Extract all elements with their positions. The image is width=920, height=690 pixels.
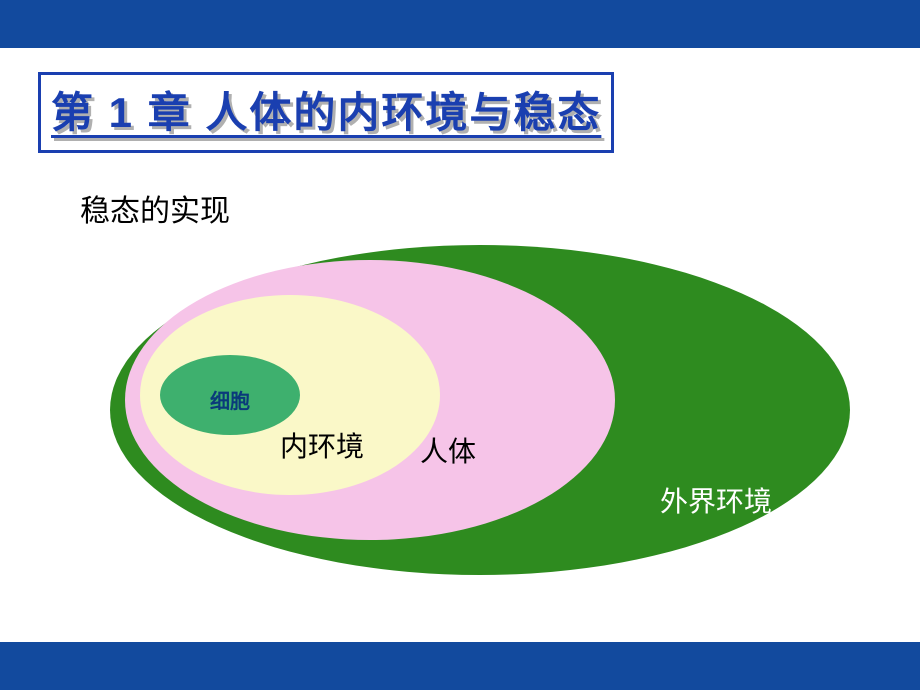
title-container: 第 1 章 人体的内环境与稳态 [38,72,614,153]
bottom-bar [0,642,920,690]
nested-ellipse-diagram: 外界环境 人体 内环境 细胞 [100,240,860,600]
top-bar [0,0,920,48]
ellipse-label-body: 人体 [420,430,476,470]
chapter-title: 第 1 章 人体的内环境与稳态 [51,79,601,140]
ellipse-label-outer: 外界环境 [660,480,772,520]
subtitle: 稳态的实现 [80,186,230,230]
ellipse-label-inner-env: 内环境 [280,425,364,465]
ellipse-label-cell: 细胞 [210,385,250,414]
